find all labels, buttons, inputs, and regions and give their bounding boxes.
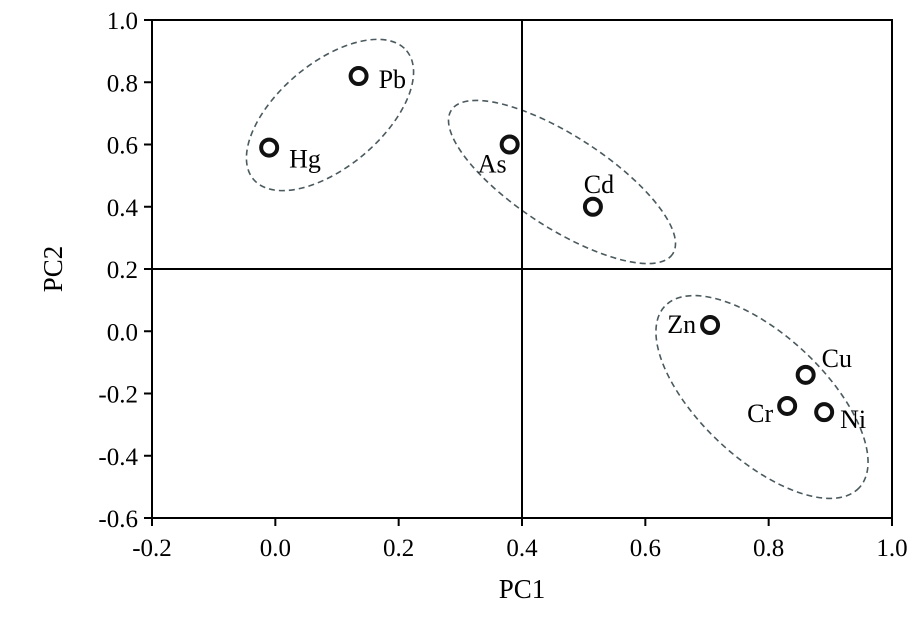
x-tick-label: 1.0	[876, 535, 907, 562]
y-axis-label: PC2	[38, 246, 68, 293]
point-label-as: As	[478, 150, 507, 179]
y-tick-label: 0.4	[107, 195, 139, 222]
data-point-zn	[700, 315, 721, 336]
x-axis-label: PC1	[499, 574, 546, 604]
y-tick-label: 0.8	[107, 70, 138, 97]
data-points: Hg Pb As Cd Zn Cu Cr Ni	[259, 65, 866, 434]
x-tick-label: 0.2	[383, 535, 414, 562]
group-ellipses	[245, 38, 869, 500]
x-tick-label: 0.4	[506, 535, 538, 562]
data-point-cu	[795, 364, 816, 385]
y-tick-label: 0.6	[107, 133, 138, 160]
data-point-cd	[582, 196, 603, 217]
y-tick-label: -0.6	[98, 506, 138, 533]
data-point-ni	[814, 402, 835, 423]
data-point-pb	[348, 66, 369, 87]
group-ellipse	[245, 38, 415, 192]
point-label-pb: Pb	[379, 65, 406, 94]
x-tick-label: 0.6	[630, 535, 661, 562]
point-label-cu: Cu	[822, 344, 852, 373]
y-axis-ticks: -0.6 -0.4 -0.2 0.0 0.2 0.4 0.6 0.8 1.0	[98, 8, 152, 533]
point-label-ni: Ni	[840, 405, 866, 434]
x-tick-label: -0.2	[132, 535, 172, 562]
y-tick-label: 0.0	[107, 319, 138, 346]
x-tick-label: 0.8	[753, 535, 784, 562]
data-point-hg	[259, 137, 280, 158]
x-tick-label: 0.0	[260, 535, 291, 562]
data-point-cr	[777, 395, 798, 416]
point-label-zn: Zn	[667, 310, 696, 339]
y-tick-label: 0.2	[107, 257, 138, 284]
data-point-as	[499, 134, 520, 155]
group-ellipse	[447, 99, 677, 265]
point-label-hg: Hg	[289, 145, 321, 174]
y-tick-label: -0.2	[98, 382, 138, 409]
group-ellipse	[655, 294, 869, 500]
y-tick-label: -0.4	[98, 444, 138, 471]
reference-lines	[152, 20, 892, 518]
point-label-cr: Cr	[747, 399, 773, 428]
point-label-cd: Cd	[584, 170, 614, 199]
y-tick-label: 1.0	[107, 8, 138, 35]
x-axis-ticks: -0.2 0.0 0.2 0.4 0.6 0.8 1.0	[132, 518, 908, 562]
